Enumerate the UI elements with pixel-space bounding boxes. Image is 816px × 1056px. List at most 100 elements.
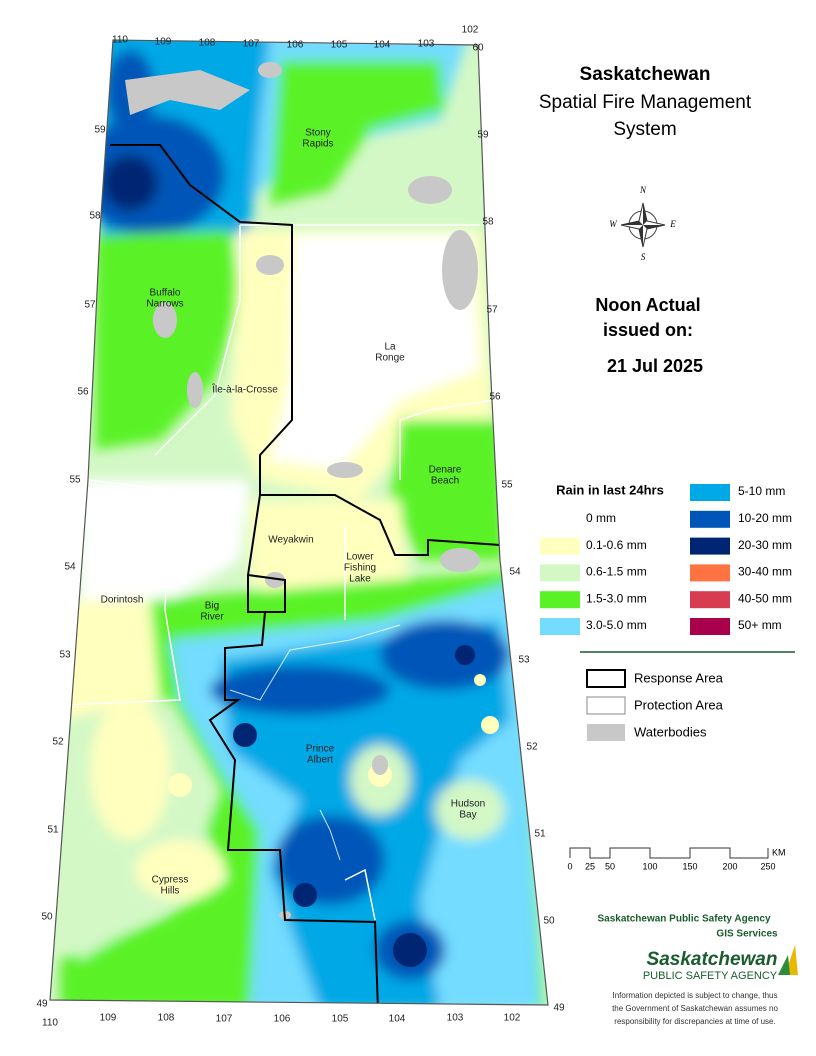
scale-label: 25 xyxy=(585,861,595,871)
graticule-label: 105 xyxy=(332,1014,349,1025)
legend-label: 50+ mm xyxy=(738,618,782,632)
graticule-label: 51 xyxy=(534,829,546,840)
graticule-label: 108 xyxy=(158,1013,175,1024)
rain-map xyxy=(50,40,548,1005)
graticule-label: 49 xyxy=(553,1003,565,1014)
legend-swatch xyxy=(690,618,730,635)
report-line: issued on: xyxy=(603,320,693,340)
place-label: River xyxy=(200,612,224,623)
logo-mark xyxy=(778,955,790,975)
graticule-label: 56 xyxy=(489,392,501,403)
protection-swatch xyxy=(586,696,626,715)
legend-swatch xyxy=(540,510,580,528)
place-label: Cypress xyxy=(152,875,189,886)
graticule-label: 57 xyxy=(486,305,498,316)
graticule-label: 104 xyxy=(374,40,391,51)
graticule-label: 103 xyxy=(418,39,435,50)
graticule-label: 59 xyxy=(94,125,106,136)
legend-label: 0 mm xyxy=(586,511,616,525)
response-area xyxy=(110,144,501,1005)
graticule-label: 54 xyxy=(509,567,521,578)
graticule-label: 52 xyxy=(526,742,538,753)
scale-unit: KM xyxy=(772,847,786,857)
graticule-label: 108 xyxy=(199,38,216,49)
graticule-label: 110 xyxy=(42,1018,58,1029)
province-outline xyxy=(49,39,549,1006)
place-label: Albert xyxy=(307,755,333,766)
legend-swatch xyxy=(540,537,580,555)
place-label: Weyakwin xyxy=(268,535,313,546)
graticule-label: 102 xyxy=(504,1013,521,1024)
response-swatch xyxy=(586,669,626,688)
protection-area xyxy=(59,224,496,921)
graticule-label: 109 xyxy=(100,1013,117,1024)
graticule-label: 105 xyxy=(331,40,348,51)
legend-swatch xyxy=(690,484,730,501)
graticule-label: 49 xyxy=(36,999,48,1010)
subtitle: Spatial Fire Management xyxy=(539,92,752,113)
disclaimer: the Government of Saskatchewan assumes n… xyxy=(612,1004,778,1013)
scale-label: 0 xyxy=(567,861,572,871)
legend-label: 1.5-3.0 mm xyxy=(586,591,647,605)
graticule-label: 55 xyxy=(69,475,81,486)
legend-label: 5-10 mm xyxy=(738,484,785,498)
place-label: Lower xyxy=(346,552,374,563)
disclaimer: responsibility for discrepancies at time… xyxy=(614,1017,775,1026)
graticule-label: 59 xyxy=(477,130,489,141)
graticule-label: 104 xyxy=(389,1014,406,1025)
graticule-label: 107 xyxy=(243,39,260,50)
place-label: Denare xyxy=(429,465,462,476)
scale-label: 100 xyxy=(642,861,657,871)
graticule-label: 103 xyxy=(447,1013,464,1024)
place-label: Narrows xyxy=(146,299,183,310)
water-swatch xyxy=(587,724,625,741)
report-line: Noon Actual xyxy=(595,295,700,315)
place-label: Bay xyxy=(459,810,476,821)
legend-label: 20-30 mm xyxy=(738,538,792,552)
graticule-label: 110 xyxy=(112,35,128,46)
graticule-label: 54 xyxy=(64,562,76,573)
place-label: Hudson xyxy=(451,799,485,810)
disclaimer: Information depicted is subject to chang… xyxy=(613,991,778,1000)
graticule-label: 50 xyxy=(543,916,555,927)
place-label: Big xyxy=(205,601,219,612)
graticule-label: 60 xyxy=(472,43,484,54)
compass-w: W xyxy=(609,219,618,229)
legend-label: 0.1-0.6 mm xyxy=(586,538,647,552)
place-label: Lake xyxy=(349,574,371,585)
compass-rose: N E S W xyxy=(609,185,676,262)
graticule-label: 50 xyxy=(41,912,53,923)
graticule-label: 58 xyxy=(89,211,101,222)
graticule-label: 56 xyxy=(77,387,89,398)
scale-label: 50 xyxy=(605,861,615,871)
legend-swatch xyxy=(690,537,730,555)
place-label: Île-à-la-Crosse xyxy=(211,383,278,396)
scale-label: 250 xyxy=(760,861,775,871)
place-label: Hills xyxy=(161,886,180,897)
legend-swatch xyxy=(690,510,730,528)
graticule-label: 55 xyxy=(501,480,513,491)
layer-legend-label: Response Area xyxy=(634,670,724,685)
legend-swatch xyxy=(540,564,580,582)
subtitle: System xyxy=(613,119,676,140)
layer-legend-label: Protection Area xyxy=(634,697,724,712)
legend-swatch xyxy=(690,591,730,609)
report-date: 21 Jul 2025 xyxy=(607,356,703,376)
legend-label: 30-40 mm xyxy=(738,565,792,579)
rain-legend-title: Rain in last 24hrs xyxy=(556,482,664,497)
footer-agency: Saskatchewan Public Safety Agency xyxy=(597,914,770,925)
legend-swatch xyxy=(690,564,730,582)
place-label: Dorintosh xyxy=(101,595,144,606)
place-label: Stony xyxy=(305,128,331,139)
place-label: La xyxy=(384,342,396,353)
waterbodies xyxy=(125,62,480,919)
graticule-label: 102 xyxy=(462,25,479,36)
legend-label: 40-50 mm xyxy=(738,591,792,605)
title: Saskatchewan xyxy=(580,64,711,85)
compass-s: S xyxy=(641,252,646,262)
graticule-label: 53 xyxy=(59,650,71,661)
legend-label: 10-20 mm xyxy=(738,511,792,525)
graticule-label: 109 xyxy=(155,37,172,48)
place-label: Fishing xyxy=(344,563,376,574)
